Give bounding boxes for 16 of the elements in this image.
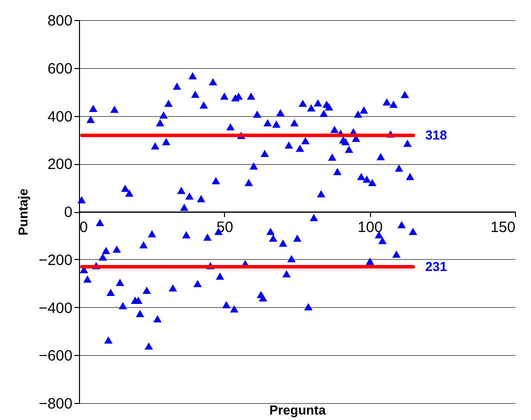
y-axis-title: Puntaje (16, 188, 31, 236)
y-tick-label: −400 (38, 300, 72, 317)
annotation: 318 (425, 127, 447, 142)
y-tick-label: 0 (64, 204, 72, 221)
annotation: 231 (425, 258, 447, 274)
x-axis-title: Pregunta (269, 402, 326, 418)
y-tick-label: 400 (47, 108, 72, 126)
x-tick-label: 0 (80, 219, 88, 236)
y-tick-label: −800 (38, 396, 72, 412)
y-tick-label: −600 (38, 348, 72, 365)
x-tick-label: 150 (490, 219, 516, 236)
y-tick-label: 600 (47, 60, 72, 78)
x-tick-label: 100 (358, 219, 383, 236)
y-tick-label: 800 (47, 12, 72, 30)
y-tick-label: 200 (47, 156, 72, 174)
y-tick-label: −200 (38, 252, 72, 269)
